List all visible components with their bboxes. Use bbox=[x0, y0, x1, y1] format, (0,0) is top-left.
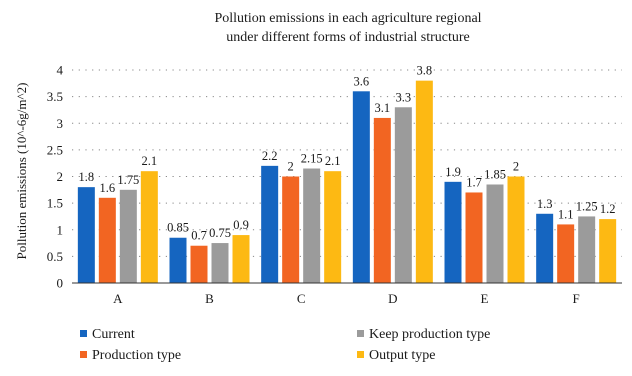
bar bbox=[261, 165, 279, 283]
data-label: 3.1 bbox=[375, 101, 391, 115]
bars bbox=[77, 80, 617, 284]
data-label: 2.2 bbox=[262, 149, 278, 163]
bar bbox=[599, 219, 617, 283]
legend-label: Keep production type bbox=[369, 327, 490, 342]
y-tick-label: 2 bbox=[57, 169, 64, 184]
bar bbox=[232, 235, 250, 283]
data-label: 3.3 bbox=[396, 90, 412, 104]
x-tick-label: E bbox=[481, 291, 489, 306]
data-label: 1.9 bbox=[445, 165, 461, 179]
y-tick-label: 2.5 bbox=[47, 142, 63, 157]
bar bbox=[282, 176, 300, 283]
legend-item: Current bbox=[80, 327, 135, 342]
bar bbox=[211, 243, 229, 283]
data-label: 0.9 bbox=[233, 218, 249, 232]
bar bbox=[373, 117, 391, 283]
bar bbox=[98, 197, 116, 283]
legend-label: Current bbox=[92, 327, 135, 342]
data-label: 2.1 bbox=[142, 154, 158, 168]
data-label: 1.75 bbox=[117, 173, 139, 187]
bar bbox=[169, 237, 187, 283]
bar bbox=[486, 184, 504, 283]
legend-swatch bbox=[80, 330, 87, 337]
x-tick-label: F bbox=[573, 291, 580, 306]
bar bbox=[77, 187, 95, 283]
legend: Current Production type Keep production ty… bbox=[80, 327, 490, 363]
bar bbox=[507, 176, 525, 283]
y-tick-label: 0 bbox=[57, 276, 64, 291]
bar bbox=[536, 213, 554, 283]
data-label: 1.25 bbox=[576, 199, 598, 213]
bar bbox=[119, 189, 137, 283]
chart-title-line-1: Pollution emissions in each agriculture … bbox=[214, 11, 481, 26]
legend-item: Output type bbox=[357, 348, 436, 363]
chart-title: Pollution emissions in each agriculture … bbox=[214, 11, 481, 45]
legend-label: Output type bbox=[369, 348, 436, 363]
y-axis-ticks: 0 0.5 1 1.5 2 2.5 3 3.5 4 bbox=[47, 63, 64, 291]
y-tick-label: 1.5 bbox=[47, 196, 63, 211]
data-label: 1.1 bbox=[558, 207, 574, 221]
legend-item: Production type bbox=[80, 348, 181, 363]
data-label: 1.8 bbox=[79, 170, 95, 184]
data-label: 3.6 bbox=[354, 74, 370, 88]
bar bbox=[557, 224, 575, 283]
y-tick-label: 3.5 bbox=[47, 89, 63, 104]
data-label: 2 bbox=[288, 160, 294, 174]
data-label: 1.6 bbox=[100, 181, 116, 195]
gridlines bbox=[72, 69, 622, 257]
data-label: 1.85 bbox=[484, 167, 506, 181]
y-tick-label: 1 bbox=[57, 222, 64, 237]
y-tick-label: 4 bbox=[57, 63, 64, 78]
bar bbox=[140, 171, 158, 283]
chart-title-line-2: under different forms of industrial stru… bbox=[226, 30, 470, 45]
data-label: 2 bbox=[513, 160, 519, 174]
legend-swatch bbox=[357, 351, 364, 358]
bar bbox=[415, 80, 433, 284]
data-label: 0.7 bbox=[191, 229, 207, 243]
legend-item: Keep production type bbox=[357, 327, 490, 342]
data-label: 2.1 bbox=[325, 154, 341, 168]
x-tick-label: D bbox=[388, 291, 397, 306]
data-label: 1.2 bbox=[600, 202, 616, 216]
data-label: 0.85 bbox=[167, 221, 189, 235]
data-label: 3.8 bbox=[417, 64, 433, 78]
x-tick-label: B bbox=[205, 291, 214, 306]
bar bbox=[465, 192, 483, 283]
bar bbox=[190, 245, 208, 283]
legend-swatch bbox=[357, 330, 364, 337]
data-label: 0.75 bbox=[209, 226, 231, 240]
legend-swatch bbox=[80, 351, 87, 358]
x-tick-label: C bbox=[297, 291, 306, 306]
legend-label: Production type bbox=[92, 348, 181, 363]
bar bbox=[352, 91, 370, 283]
y-axis-label: Pollution emissions (10^-6g/m^2) bbox=[14, 83, 29, 260]
bar bbox=[394, 107, 412, 284]
bar bbox=[444, 181, 462, 283]
x-tick-label: A bbox=[113, 291, 123, 306]
data-label: 2.15 bbox=[301, 152, 323, 166]
y-tick-label: 3 bbox=[57, 116, 64, 131]
data-labels: 1.81.61.752.10.850.7 0.750.92.222.15 2.13.… bbox=[79, 64, 616, 243]
bar bbox=[303, 168, 321, 283]
y-tick-label: 0.5 bbox=[47, 249, 63, 264]
x-axis-ticks: A B C D E F bbox=[113, 291, 580, 306]
data-label: 1.7 bbox=[466, 175, 482, 189]
bar bbox=[578, 216, 596, 283]
data-label: 1.3 bbox=[537, 197, 553, 211]
bar bbox=[324, 171, 342, 283]
